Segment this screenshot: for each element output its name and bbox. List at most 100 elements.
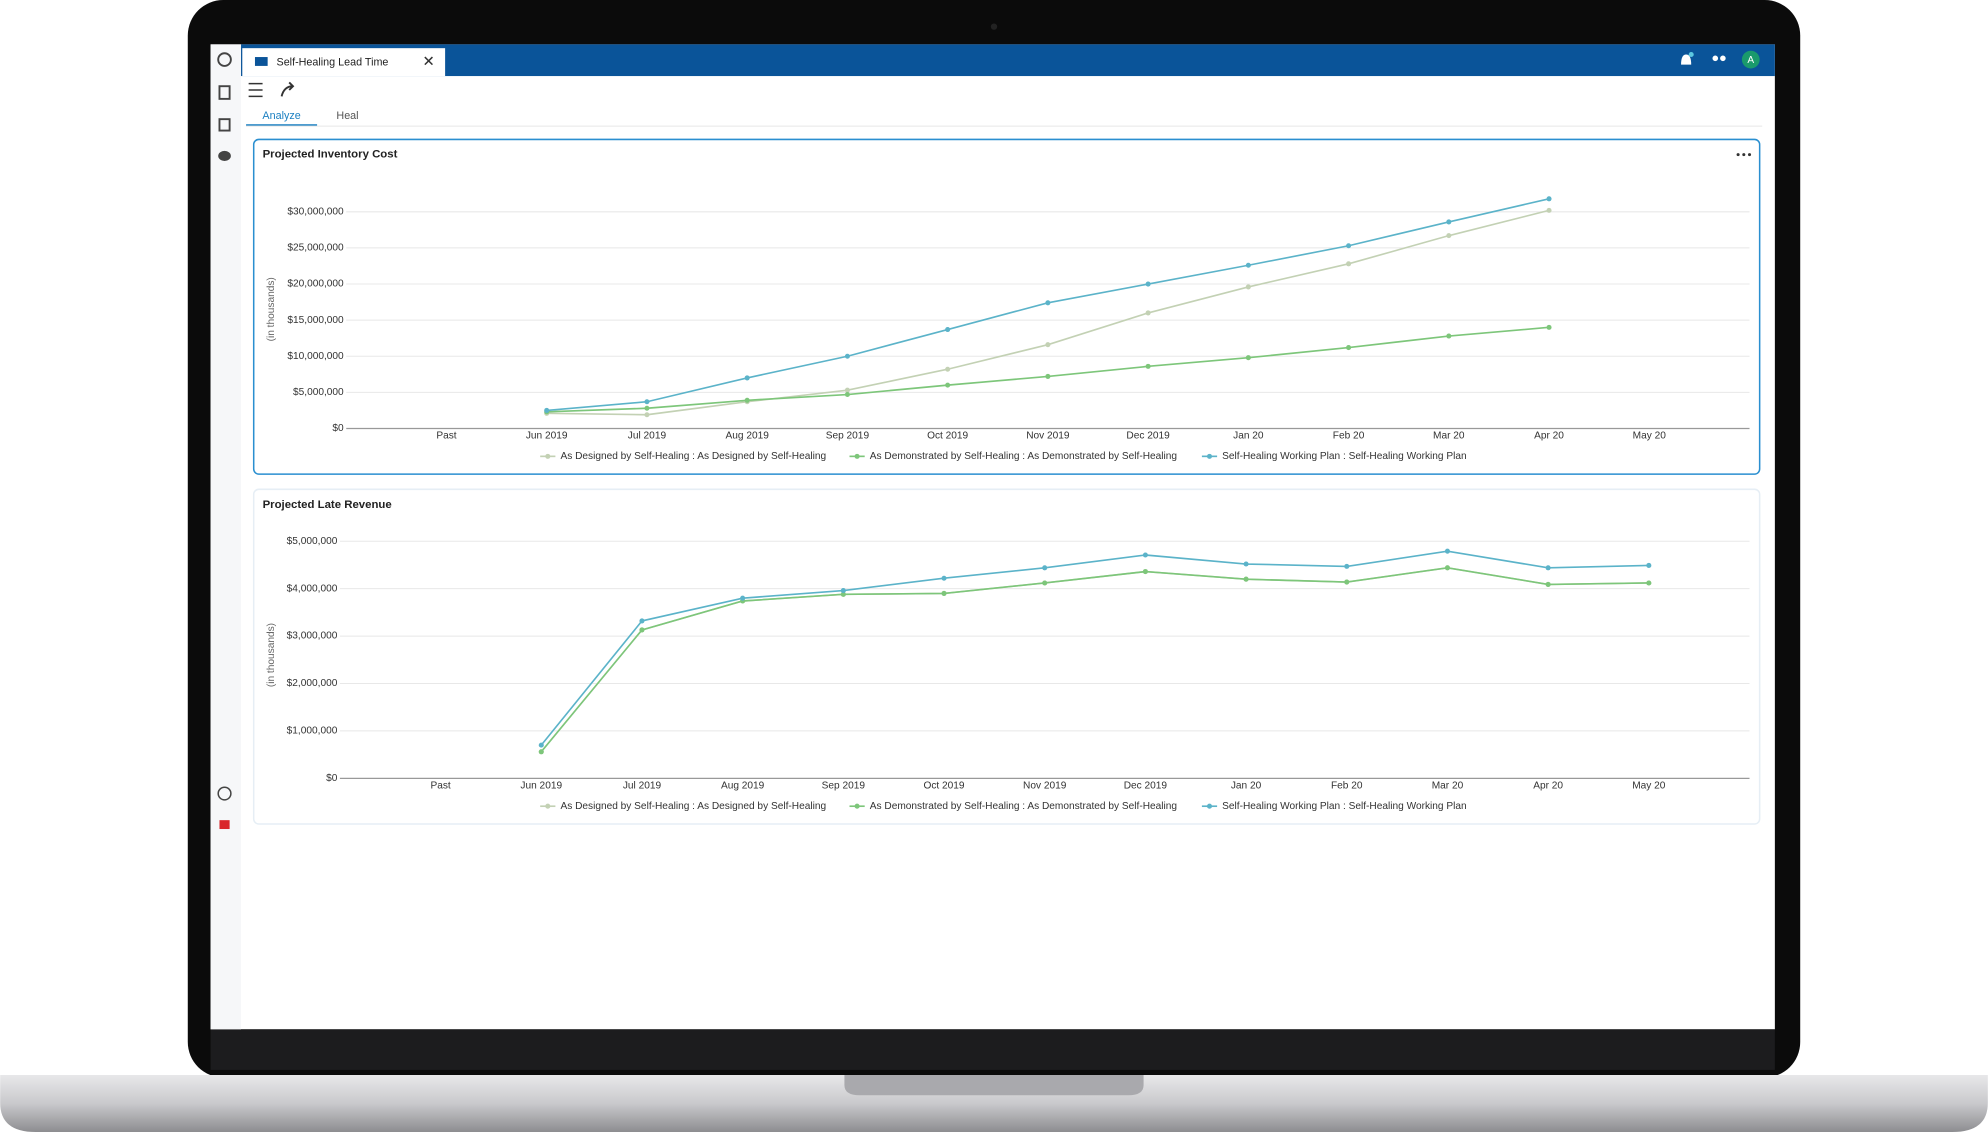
- chart-title: Projected Inventory Cost: [263, 149, 398, 161]
- chart-card: [252, 488, 1761, 825]
- x-tick-label: Jun 2019: [520, 781, 562, 792]
- data-point: [1546, 324, 1552, 330]
- y-tick-label: $10,000,000: [287, 351, 344, 362]
- people-icon[interactable]: [1712, 55, 1719, 62]
- data-point: [941, 590, 947, 596]
- data-point: [1145, 310, 1151, 316]
- x-tick-label: Apr 20: [1533, 781, 1563, 792]
- x-tick-label: Mar 20: [1432, 781, 1464, 792]
- data-point: [1646, 580, 1652, 586]
- data-point: [740, 595, 746, 601]
- x-tick-label: Jan 20: [1231, 781, 1262, 792]
- history-icon[interactable]: [217, 52, 232, 67]
- data-point: [941, 575, 947, 581]
- help-icon[interactable]: [217, 786, 232, 801]
- data-point: [945, 366, 951, 372]
- tab-heal[interactable]: Heal: [336, 110, 358, 122]
- menu-dot[interactable]: [1742, 153, 1746, 157]
- data-point: [1243, 561, 1249, 567]
- data-point: [945, 326, 951, 333]
- x-tick-label: Jun 2019: [526, 431, 568, 442]
- document-icon[interactable]: [218, 85, 231, 100]
- data-point: [844, 391, 850, 398]
- laptop-base: [0, 1074, 1988, 1132]
- x-tick-label: Oct 2019: [923, 781, 964, 792]
- y-tick-label: $20,000,000: [287, 279, 344, 290]
- chart-card: [252, 138, 1761, 475]
- x-tick-label: Dec 2019: [1124, 781, 1168, 792]
- data-point: [1444, 548, 1450, 554]
- chart-title: Projected Late Revenue: [263, 499, 392, 511]
- notification-dot: [1688, 51, 1694, 58]
- y-tick-label: $1,000,000: [287, 726, 338, 737]
- data-point: [1344, 563, 1350, 569]
- legend-swatch: [854, 803, 860, 809]
- data-point: [1446, 333, 1452, 339]
- data-point: [1245, 355, 1251, 361]
- data-point: [840, 591, 846, 597]
- data-point: [1344, 579, 1350, 585]
- notifications-icon[interactable]: [1681, 54, 1692, 65]
- data-point: [639, 627, 645, 633]
- y-tick-label: $0: [332, 423, 344, 434]
- legend-label: As Designed by Self-Healing : As Designe…: [560, 801, 826, 812]
- tasks-icon[interactable]: [218, 118, 231, 132]
- data-point: [1346, 261, 1352, 267]
- x-tick-label: Feb 20: [1331, 781, 1363, 792]
- chat-icon[interactable]: [218, 150, 231, 161]
- legend-label: As Demonstrated by Self-Healing : As Dem…: [870, 801, 1177, 812]
- data-point: [1042, 580, 1048, 586]
- menu-dot[interactable]: [1747, 153, 1752, 157]
- screen-bottom: [210, 1029, 1775, 1070]
- data-point: [1042, 565, 1048, 571]
- legend-swatch: [854, 453, 860, 459]
- y-tick-label: $4,000,000: [287, 583, 338, 594]
- y-tick-label: $0: [326, 773, 338, 784]
- y-tick-label: $25,000,000: [287, 243, 344, 254]
- menu-dot[interactable]: [1736, 153, 1740, 157]
- x-tick-label: Aug 2019: [721, 781, 765, 792]
- filter-icon[interactable]: [248, 82, 263, 98]
- data-point: [639, 618, 645, 624]
- x-tick-label: Nov 2019: [1023, 781, 1067, 792]
- y-axis-label: (in thousands): [266, 623, 277, 687]
- x-tick-label: Oct 2019: [927, 431, 968, 442]
- data-point: [1243, 576, 1249, 582]
- data-point: [840, 588, 846, 594]
- legend-label: Self-Healing Working Plan : Self-Healing…: [1222, 451, 1466, 462]
- y-tick-label: $2,000,000: [287, 678, 338, 689]
- legend-label: As Demonstrated by Self-Healing : As Dem…: [870, 451, 1177, 462]
- data-point: [1346, 243, 1352, 249]
- y-axis-label: (in thousands): [266, 277, 277, 341]
- avatar-letter: A: [1747, 55, 1754, 66]
- tab[interactable]: [242, 48, 446, 77]
- charts: Projected Inventory Cost (in thousands) $0…: [263, 149, 1750, 812]
- series-line: [540, 566, 1649, 753]
- people-icon[interactable]: [1720, 55, 1726, 62]
- data-point: [945, 382, 951, 388]
- data-point: [1444, 565, 1450, 571]
- data-point: [1646, 562, 1652, 568]
- avatar[interactable]: [1741, 50, 1760, 69]
- x-tick-label: Mar 20: [1433, 431, 1465, 442]
- legend-swatch: [1206, 453, 1213, 459]
- data-point: [1142, 569, 1148, 575]
- x-tick-label: Feb 20: [1333, 431, 1365, 442]
- x-tick-label: May 20: [1632, 781, 1666, 792]
- data-point: [1145, 363, 1151, 369]
- x-tick-label: Dec 2019: [1126, 431, 1170, 442]
- active-tab-underline: [246, 124, 318, 127]
- data-point: [1546, 196, 1552, 202]
- data-point: [1142, 552, 1148, 558]
- close-tab[interactable]: [424, 56, 433, 66]
- y-tick-label: $5,000,000: [287, 536, 338, 547]
- x-tick-label: Aug 2019: [725, 431, 769, 442]
- share-icon[interactable]: [280, 81, 295, 97]
- x-tick-label: Past: [430, 781, 450, 792]
- legend-swatch: [1206, 803, 1213, 809]
- y-tick-label: $15,000,000: [287, 315, 344, 326]
- data-point: [1045, 300, 1051, 306]
- tab-analyze[interactable]: Analyze: [262, 110, 300, 122]
- data-point: [844, 387, 850, 393]
- data-point: [1545, 565, 1551, 571]
